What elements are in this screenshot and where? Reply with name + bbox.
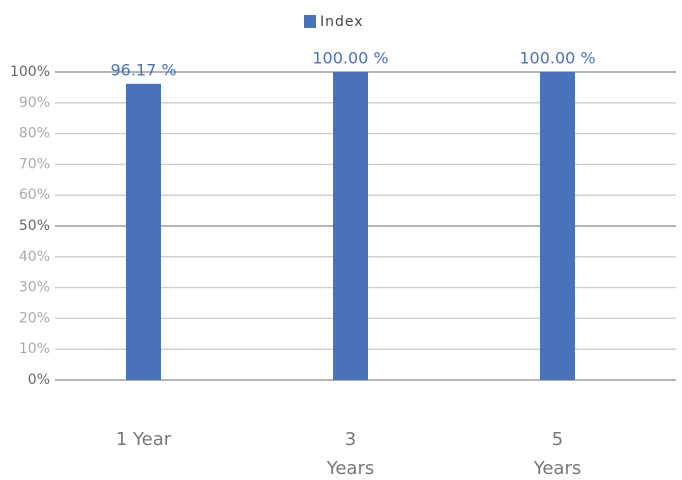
- y-tick-label: 20%: [19, 310, 50, 326]
- y-tick-label: 90%: [19, 95, 50, 111]
- y-tick-label: 30%: [19, 280, 50, 296]
- bar: [126, 83, 161, 381]
- value-label: 96.17 %: [110, 60, 176, 79]
- x-tick-label: 5 Years: [533, 429, 582, 479]
- y-tick-label: 70%: [19, 156, 50, 172]
- y-tick-label: 80%: [19, 126, 50, 142]
- value-label: 100.00 %: [312, 49, 388, 68]
- x-tick-label: 1 Year: [115, 429, 172, 450]
- value-label: 100.00 %: [519, 49, 595, 68]
- legend-label: Index: [320, 14, 364, 30]
- y-tick-label: 60%: [19, 187, 50, 203]
- y-tick-label: 10%: [19, 341, 50, 357]
- y-tick-label: 100%: [10, 64, 50, 80]
- bar: [333, 72, 368, 380]
- legend-swatch: [304, 15, 316, 28]
- y-tick-label: 50%: [19, 218, 50, 234]
- y-tick-label: 0%: [28, 372, 50, 388]
- x-tick-label: 3 Years: [326, 429, 375, 479]
- y-tick-label: 40%: [19, 249, 50, 265]
- bar: [540, 72, 575, 380]
